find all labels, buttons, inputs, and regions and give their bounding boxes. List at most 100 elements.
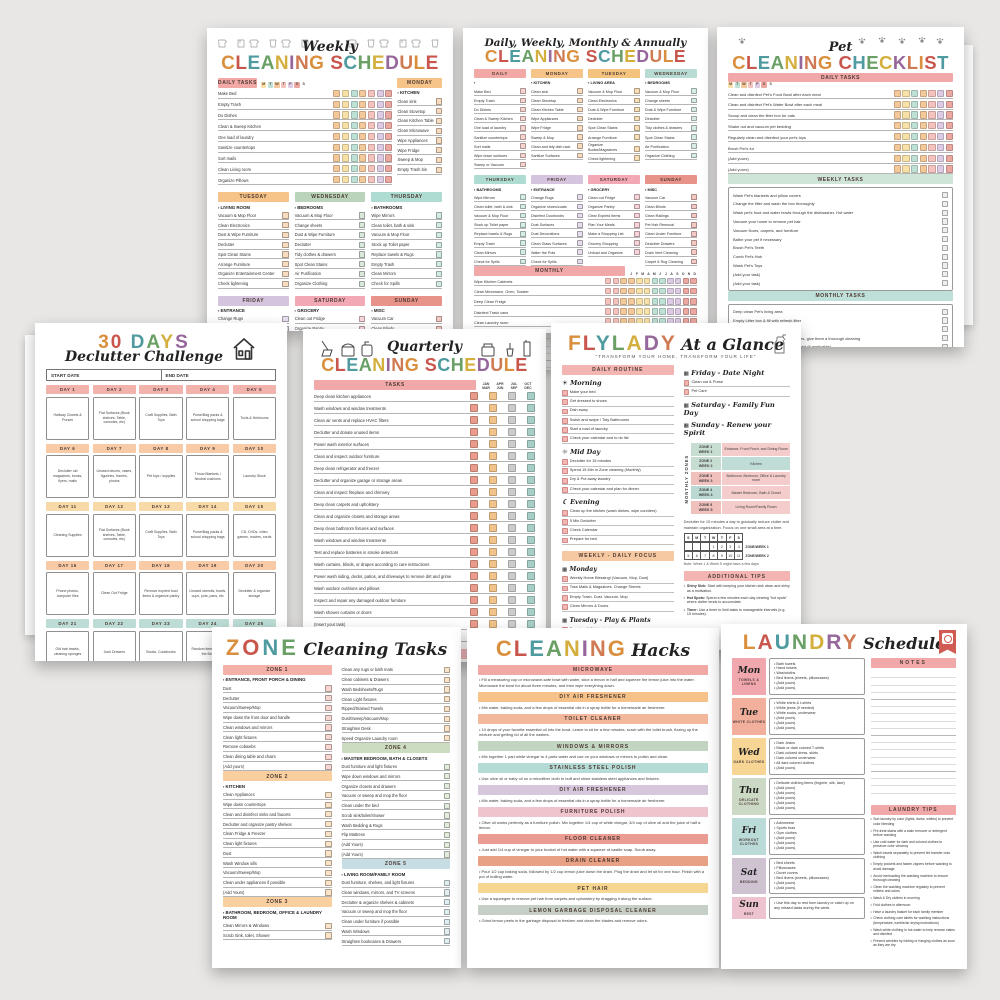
hack-text: Grind lemon peels in the garbage disposa… (479, 918, 707, 923)
week-checkbox-row (333, 132, 393, 141)
checkbox-icon (527, 487, 535, 496)
hack-header: PET HAIR (478, 883, 708, 894)
routine-item: Swish and swipe / Tidy Bathrooms (562, 416, 674, 426)
task-item: Clean and disinfect sinks and faucets (223, 809, 332, 820)
day-header: THURSDAY (371, 192, 442, 202)
task-item: Clean Railings (645, 211, 697, 221)
month-letter: S (676, 271, 679, 276)
task-item: Clean Electronics (588, 96, 640, 105)
declutter-note: Declutter for 15 minutes a day to gradua… (683, 519, 789, 530)
checkbox-icon (508, 451, 516, 460)
zone-row: ZONE 2 WEEK 2 Kitchen (690, 457, 790, 471)
weekly-item: Empty Trash. Dust. Vacuum. Mop (562, 593, 674, 603)
day-header: TUESDAY (218, 192, 289, 202)
checkbox-icon (359, 165, 367, 173)
day-cell: Throw Blankets / Neutral cushions (186, 455, 230, 498)
task-item: Carpet & Rug Cleaning (645, 257, 697, 266)
page-title-script: Weekly (302, 39, 358, 55)
task-item: Wipe Appliances (531, 114, 583, 124)
hack-header: TOILET CLEANER (478, 714, 708, 725)
laundry-day-row: Thu DELICATE CLOTHING Delicate clothing … (732, 777, 865, 815)
task-row: Declutter and organize garage or storage… (314, 474, 535, 486)
checkbox-icon (359, 111, 367, 119)
week-checkbox-row (893, 100, 953, 108)
checkbox-icon (489, 391, 497, 400)
checkbox-icon (359, 154, 367, 162)
month-letter: N (687, 271, 691, 276)
task-item: Organize Clothing (294, 279, 366, 289)
task-item: Dust (223, 683, 332, 694)
task-item: Dust & Wipe Furniture (588, 105, 640, 114)
day-pill: DAY 1 (46, 385, 90, 394)
checkbox-icon (350, 132, 358, 141)
checkbox-icon (691, 221, 697, 228)
room-label: BATHROOMS (474, 187, 526, 192)
day-tile: Sun REST (732, 897, 766, 920)
task-item: Clean Electronics (218, 220, 289, 231)
day-tile: Fri WORKOUT CLOTHES (732, 817, 766, 855)
checkbox-icon (691, 97, 697, 104)
day-block: WEDNESDAY BEDROOMS Vacuum & Mop FloorCha… (294, 192, 366, 289)
checkbox-icon (443, 908, 450, 916)
checkbox-icon (341, 100, 350, 108)
checkbox-icon (682, 298, 690, 305)
page-zone-cleaning-tasks: ZONE Cleaning Tasks ZONE 1 ENTRANCE, FRO… (212, 627, 461, 968)
day-cell: Declutter old magazines, books, flyers, … (46, 455, 90, 498)
laundry-item: Delicate clothing items (lingerie, silk,… (774, 781, 860, 786)
checkbox-icon (628, 308, 635, 315)
page-title: FLYLADY (567, 332, 677, 355)
monthly-task-row: Clean Microwave, Oven, Toaster (474, 286, 697, 297)
checkbox-icon (690, 308, 697, 315)
calendar-cell: 7 (700, 551, 710, 561)
checkbox-icon (527, 415, 535, 424)
paw-prints-icon (738, 37, 943, 44)
laundry-item: Use this day to rest from laundry or cat… (774, 901, 860, 911)
laundry-item: (Add yours) (774, 881, 860, 886)
checkbox-icon (325, 830, 332, 837)
checkbox-icon (945, 133, 953, 141)
calendar-icon: ▦ (562, 567, 568, 573)
day-tile: Sat BEDDING (732, 857, 766, 895)
weekend-item: Pet Care (683, 387, 790, 397)
task-item: Vacuum Car (645, 193, 697, 202)
week-checkbox-row (893, 165, 953, 173)
week-checkbox-row (893, 89, 953, 98)
day-cell: Old hair towels, cleaning sponges (46, 630, 90, 661)
quarter-headers: JAN MAR APR JUN JUL SEP OCT DEC (479, 382, 535, 390)
day-pill: DAY 19 (186, 560, 230, 570)
task-item: Clean sink (397, 96, 442, 107)
checkbox-icon (928, 143, 936, 151)
checkbox-icon (350, 176, 358, 184)
checkbox-icon (919, 154, 927, 162)
task-row: Wash windows and window treatments (314, 402, 535, 414)
task-item: Pet Hair Removal (645, 220, 697, 230)
page-laundry-schedule: LAUNDRY Schedule Mon TOWELS & LINENS Bat… (721, 624, 967, 969)
checkbox-icon (659, 277, 666, 285)
task-item: Vacuum your home to remove pet hair (733, 217, 948, 226)
checkbox-icon (435, 98, 442, 105)
checkbox-icon (527, 511, 535, 520)
week-checkbox-row (333, 154, 393, 162)
checkbox-icon (435, 241, 442, 248)
checkbox-icon (443, 899, 450, 906)
hack-text: Mix water, baking soda, and a few drops … (479, 705, 707, 710)
daily-tasks-header: DAILY TASKS (728, 72, 953, 83)
weekday-letter: F (287, 82, 293, 88)
checkbox-icon (359, 212, 366, 219)
checkbox-icon (527, 535, 535, 544)
checkbox-icon (520, 134, 526, 140)
weekend-day-section: ▦ Saturday - Family Fun Day (684, 401, 790, 417)
task-item: Bathe your pet if necessary (733, 235, 948, 244)
checkbox-icon (470, 499, 478, 508)
task-row: Clean and disinfect Pet's Water Bowl aft… (728, 99, 953, 110)
checkbox-icon (350, 122, 358, 130)
task-item: Organize Pantry (588, 202, 640, 211)
checkbox-icon (385, 165, 393, 173)
checkbox-icon (350, 143, 358, 151)
laundry-item: Hand towels (774, 666, 860, 671)
checkbox-icon (385, 154, 393, 162)
day-pill: DAY 10 (232, 443, 276, 453)
checkbox-icon (928, 89, 936, 98)
laundry-tip: Pre-treat stains with a stain remover or… (871, 829, 956, 838)
